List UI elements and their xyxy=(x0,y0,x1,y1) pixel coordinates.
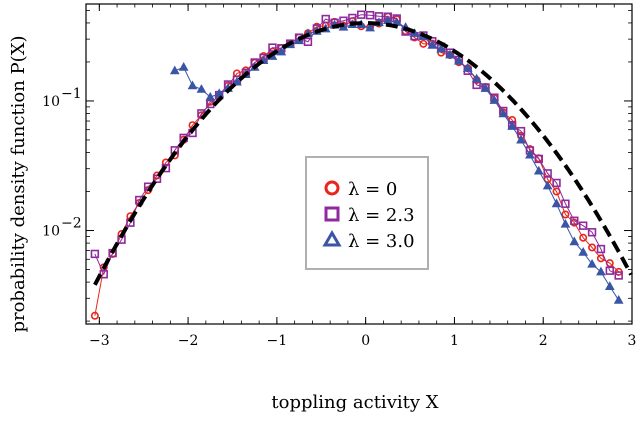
data-point xyxy=(552,178,561,188)
data-point xyxy=(507,121,517,130)
data-point xyxy=(588,243,597,252)
data-point xyxy=(578,247,589,256)
data-point xyxy=(560,218,571,228)
data-point xyxy=(365,10,375,20)
x-tick-label: 0 xyxy=(361,333,370,349)
data-point xyxy=(427,40,438,49)
data-point xyxy=(196,84,207,93)
data-point xyxy=(543,169,552,178)
data-point xyxy=(605,266,615,275)
data-point xyxy=(178,62,189,71)
x-tick-label: −2 xyxy=(178,333,199,349)
data-point xyxy=(419,39,428,48)
data-point xyxy=(445,49,455,59)
data-point xyxy=(534,154,543,164)
data-point xyxy=(454,55,464,65)
plot-frame xyxy=(85,3,633,325)
data-point xyxy=(525,149,535,159)
data-point xyxy=(90,249,100,259)
data-point xyxy=(551,198,562,208)
data-point xyxy=(596,244,606,254)
x-axis-title: toppling activity X xyxy=(271,392,438,413)
data-point xyxy=(587,258,597,268)
axis-ticks: −3 −2 −1 0 1 2 310−210−1 xyxy=(42,4,636,349)
data-point xyxy=(533,165,544,175)
fit-curve-layer xyxy=(93,21,633,286)
data-point xyxy=(578,221,588,230)
data-point xyxy=(365,22,375,32)
legend: λ = 0 λ = 2.3 λ = 3.0 xyxy=(305,156,429,270)
series-line xyxy=(94,14,619,276)
x-tick-label: −1 xyxy=(267,333,288,349)
data-point xyxy=(542,180,553,190)
data-point xyxy=(169,65,180,75)
data-point xyxy=(596,266,606,276)
y-axis-title: probability density function P(X) xyxy=(8,35,29,332)
legend-marker-triangle xyxy=(322,230,342,247)
data-point xyxy=(480,83,491,92)
data-point xyxy=(569,236,580,246)
data-point xyxy=(561,199,570,208)
data-point xyxy=(462,62,473,72)
data-point xyxy=(357,10,366,19)
data-point xyxy=(232,76,242,86)
legend-marker-square xyxy=(324,206,340,222)
gaussian-fit-curve xyxy=(93,21,633,286)
legend-label-lambda-3-0: λ = 3.0 xyxy=(348,231,415,252)
data-point xyxy=(90,311,99,320)
data-point xyxy=(516,126,526,136)
legend-marker-circle xyxy=(324,180,340,196)
data-point xyxy=(152,174,162,183)
y-tick-label: 10 xyxy=(42,224,60,240)
y-tick-label: 10 xyxy=(42,94,60,110)
data-point xyxy=(489,95,500,104)
data-point xyxy=(471,73,482,83)
y-tick-exponent: −1 xyxy=(61,86,82,102)
data-point xyxy=(214,88,225,98)
data-point xyxy=(498,108,509,118)
legend-label-lambda-2-3: λ = 2.3 xyxy=(348,205,415,226)
data-point xyxy=(604,281,615,290)
data-point xyxy=(268,43,277,52)
data-point xyxy=(570,216,579,225)
data-point xyxy=(596,254,605,263)
y-tick-exponent: −2 xyxy=(61,216,82,232)
x-tick-label: −3 xyxy=(89,333,110,349)
data-point xyxy=(579,233,588,242)
data-point xyxy=(321,14,330,24)
data-point xyxy=(516,134,526,144)
data-point xyxy=(205,91,216,101)
legend-label-lambda-0: λ = 0 xyxy=(348,179,397,200)
data-point xyxy=(276,46,287,56)
data-point xyxy=(436,43,446,53)
data-point xyxy=(303,37,313,47)
data-point xyxy=(587,228,597,237)
x-tick-label: 1 xyxy=(450,333,459,349)
data-point xyxy=(613,294,624,304)
x-tick-label: 3 xyxy=(628,333,637,349)
data-point xyxy=(614,271,623,280)
data-point xyxy=(187,80,198,90)
x-tick-label: 2 xyxy=(539,333,548,349)
legend-box xyxy=(305,156,429,270)
data-point xyxy=(561,210,570,219)
